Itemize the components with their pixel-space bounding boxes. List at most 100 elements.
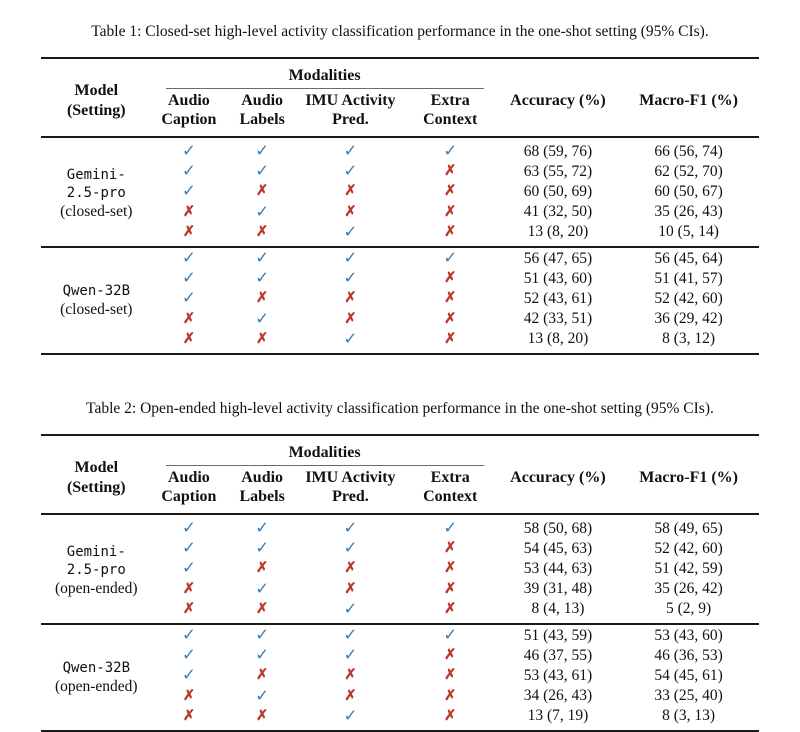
accuracy-value: 51 (43, 59)	[497, 623, 619, 646]
modality-cell: ✓	[152, 268, 227, 288]
col-header-imu-activity-pred: IMU Activity Pred.	[305, 469, 396, 506]
cross-icon: ✗	[182, 330, 195, 347]
table2-caption: Table 2: Open-ended high-level activity …	[86, 400, 714, 418]
macro-f1-value: 52 (42, 60)	[654, 289, 723, 307]
modality-cell: ✓	[151, 623, 227, 646]
table-row: ✗ ✗ ✓ ✗ 8 (4, 13) 5 (2, 9)	[41, 599, 759, 624]
cross-icon: ✗	[444, 183, 457, 200]
table-row: ✗ ✓ ✗ ✗ 41 (32, 50) 35 (26, 43)	[41, 202, 759, 222]
modality-cell: ✓	[226, 268, 298, 288]
modality-cell: ✗	[403, 222, 498, 247]
check-icon: ✓	[343, 161, 358, 181]
modality-cell: ✓	[152, 161, 227, 181]
table-row: ✗ ✗ ✓ ✗ 13 (8, 20) 10 (5, 14)	[41, 222, 759, 247]
model-setting: (closed-set)	[60, 203, 133, 220]
accuracy-value: 39 (31, 48)	[523, 580, 593, 598]
cross-icon: ✗	[444, 600, 457, 617]
modality-cell: ✓	[403, 137, 498, 161]
modality-cell: ✓	[298, 222, 403, 247]
col-header-extra-context: Extra Context	[423, 469, 478, 506]
modality-cell: ✓	[298, 161, 403, 181]
macro-f1-value: 62 (52, 70)	[654, 162, 723, 180]
modality-cell: ✓	[298, 514, 403, 538]
table-row: Gemini- 2.5-pro (closed-set) ✓ ✓ ✓ ✓ 68 (59, 76…	[41, 137, 759, 220]
cross-icon: ✗	[344, 580, 357, 597]
modality-cell: ✓	[402, 623, 498, 646]
modality-cell: ✓	[152, 558, 227, 578]
cross-icon: ✗	[444, 203, 457, 220]
cross-icon: ✗	[256, 667, 269, 684]
modality-cell: ✗	[152, 309, 227, 329]
cross-icon: ✗	[344, 203, 357, 220]
modality-cell: ✗	[298, 579, 403, 599]
check-icon: ✓	[181, 181, 196, 201]
modality-cell: ✗	[403, 538, 498, 558]
model-name: Gemini-	[66, 544, 126, 561]
cross-icon: ✗	[182, 707, 195, 724]
table-row: ✓ ✓ ✓ ✗ 46 (37, 55) 46 (36, 53)	[41, 645, 759, 665]
model-name: 2.5-pro	[66, 185, 126, 201]
accuracy-value: 60 (50, 69)	[523, 182, 593, 200]
model-setting: (open-ended)	[54, 580, 138, 598]
modality-cell: ✓	[298, 329, 403, 354]
modality-cell: ✓	[226, 514, 298, 538]
check-icon: ✓	[343, 268, 358, 288]
cross-icon: ✗	[344, 310, 357, 327]
modality-cell: ✗	[403, 161, 498, 181]
modality-cell: ✓	[226, 161, 298, 181]
check-icon: ✓	[343, 625, 358, 645]
cross-icon: ✗	[444, 270, 457, 287]
accuracy-value: 13 (7, 19)	[527, 707, 589, 725]
cross-icon: ✗	[182, 687, 195, 704]
table-row: ✓ ✗ ✗ ✗ 60 (50, 69) 60 (50, 67)	[41, 181, 759, 201]
check-icon: ✓	[443, 248, 458, 268]
table-row: ✓ ✗ ✗ ✗ 53 (44, 63) 51 (42, 59)	[41, 558, 759, 578]
table-row: ✓ ✓ ✓ ✗ 54 (45, 63) 52 (42, 60)	[41, 538, 759, 558]
macro-f1-value: 35 (26, 42)	[654, 580, 723, 598]
cross-icon: ✗	[256, 330, 269, 347]
check-icon: ✓	[255, 685, 270, 705]
modality-cell: ✗	[152, 579, 227, 599]
check-icon: ✓	[443, 141, 458, 160]
modality-cell: ✓	[298, 645, 403, 665]
macro-f1-value: 53 (43, 60)	[618, 623, 759, 646]
modality-cell: ✓	[226, 623, 299, 646]
check-icon: ✓	[443, 625, 458, 645]
table-row: ✗ ✓ ✗ ✗ 34 (26, 43) 33 (25, 40)	[41, 686, 759, 706]
model-setting-cell: Qwen-32B (open-ended)	[41, 623, 152, 732]
macro-f1-value: 56 (45, 64)	[618, 246, 759, 269]
accuracy-value: 52 (43, 61)	[523, 289, 593, 307]
macro-f1-value: 5 (2, 9)	[666, 600, 712, 618]
modality-cell: ✓	[152, 514, 227, 538]
modality-cell: ✗	[298, 309, 403, 329]
modality-cell: ✓	[152, 288, 227, 308]
cross-icon: ✗	[182, 580, 195, 597]
accuracy-value: 56 (47, 65)	[497, 246, 619, 269]
table-row: ✗ ✓ ✗ ✗ 39 (31, 48) 35 (26, 42)	[41, 579, 759, 599]
check-icon: ✓	[343, 705, 358, 725]
col-header-modalities: Modalities	[152, 58, 498, 89]
table-row: Gemini- 2.5-pro (open-ended) ✓ ✓ ✓ ✓ 58 (50, 68…	[41, 514, 759, 597]
macro-f1-value: 10 (5, 14)	[658, 223, 719, 241]
table-row: ✓ ✗ ✗ ✗ 53 (43, 61) 54 (45, 61)	[41, 665, 759, 685]
col-header-accuracy: Accuracy (%)	[510, 91, 606, 109]
check-icon: ✓	[255, 308, 270, 328]
cross-icon: ✗	[444, 580, 457, 597]
modality-cell: ✗	[152, 686, 227, 706]
check-icon: ✓	[181, 625, 196, 645]
check-icon: ✓	[343, 221, 358, 241]
model-name: Qwen-32B	[62, 660, 130, 677]
check-icon: ✓	[181, 161, 196, 181]
cross-icon: ✗	[182, 310, 195, 327]
macro-f1-value: 46 (36, 53)	[654, 646, 723, 664]
cross-icon: ✗	[444, 223, 457, 240]
check-icon: ✓	[181, 248, 196, 268]
modality-cell: ✓	[298, 137, 403, 161]
check-icon: ✓	[181, 268, 196, 288]
modality-cell: ✗	[403, 579, 498, 599]
check-icon: ✓	[255, 578, 270, 598]
cross-icon: ✗	[344, 183, 357, 200]
modality-cell: ✓	[151, 246, 227, 269]
modality-cell: ✗	[298, 288, 403, 308]
modality-cell: ✗	[403, 706, 498, 731]
